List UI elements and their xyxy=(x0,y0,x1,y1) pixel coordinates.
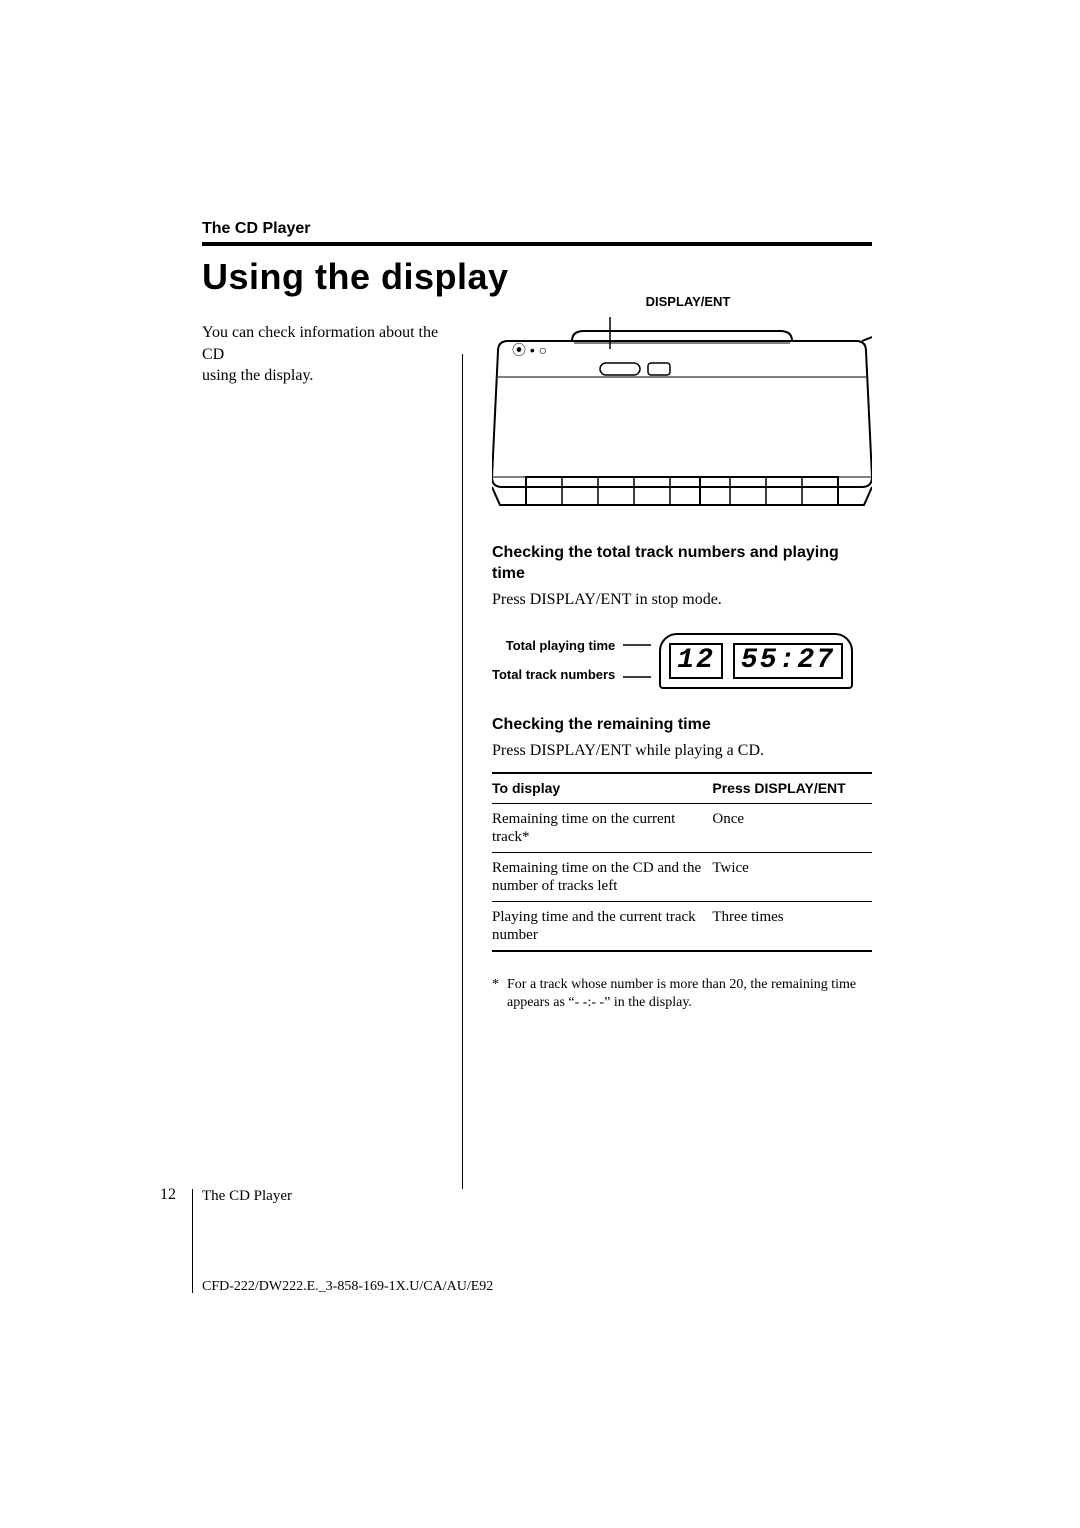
lcd-label-tracks: Total track numbers xyxy=(492,661,615,690)
lcd-label-time: Total playing time xyxy=(492,632,615,661)
td-display: Playing time and the current track numbe… xyxy=(492,908,712,944)
left-column: You can check information about the CD u… xyxy=(202,322,462,1012)
th-to-display: To display xyxy=(492,780,712,797)
lcd-value-tracks: 12 xyxy=(669,643,723,679)
section-rule xyxy=(202,242,872,246)
intro-text: You can check information about the CD u… xyxy=(202,322,462,387)
lcd-value-time: 55:27 xyxy=(733,643,843,679)
boombox-icon: ⦿ • ○ xyxy=(492,317,872,517)
body-total: Press DISPLAY/ENT in stop mode. xyxy=(492,589,872,611)
lcd-annotation: Total playing time Total track numbers 1… xyxy=(492,632,872,689)
page-content: The CD Player Using the display You can … xyxy=(202,220,872,1012)
antenna-icon: ⦿ • ○ xyxy=(512,342,547,358)
two-column-body: You can check information about the CD u… xyxy=(202,322,872,1012)
td-press: Once xyxy=(712,810,872,846)
lcd-leader-lines xyxy=(623,633,651,689)
device-caption: DISPLAY/ENT xyxy=(498,294,878,309)
section-label: The CD Player xyxy=(202,220,872,238)
device-illustration: ⦿ • ○ xyxy=(492,317,872,517)
column-divider xyxy=(462,354,463,1189)
intro-line-2: using the display. xyxy=(202,367,313,384)
subhead-remaining: Checking the remaining time xyxy=(492,715,872,736)
td-display: Remaining time on the current track* xyxy=(492,810,712,846)
table-row: Playing time and the current track numbe… xyxy=(492,902,872,950)
document-id: CFD-222/DW222.E._3-858-169-1X.U/CA/AU/E9… xyxy=(202,1279,493,1295)
display-table: To display Press DISPLAY/ENT Remaining t… xyxy=(492,772,872,952)
footnote-text: For a track whose number is more than 20… xyxy=(507,976,872,1012)
right-column: DISPLAY/ENT ⦿ • ○ xyxy=(492,322,872,1012)
table-row: Remaining time on the CD and the number … xyxy=(492,853,872,902)
td-display: Remaining time on the CD and the number … xyxy=(492,859,712,895)
lcd-labels: Total playing time Total track numbers xyxy=(492,632,615,689)
td-press: Twice xyxy=(712,859,872,895)
subhead-total-l1: Checking the total track numbers and pla… xyxy=(492,544,839,561)
footer-divider xyxy=(192,1189,193,1293)
page-number: 12 xyxy=(160,1186,176,1204)
table-head: To display Press DISPLAY/ENT xyxy=(492,774,872,804)
page-title: Using the display xyxy=(202,256,872,298)
table-row: Remaining time on the current track* Onc… xyxy=(492,804,872,853)
subhead-total: Checking the total track numbers and pla… xyxy=(492,543,872,585)
footnote-mark: * xyxy=(492,976,499,1012)
footer-section-label: The CD Player xyxy=(202,1188,292,1205)
td-press: Three times xyxy=(712,908,872,944)
footnote: * For a track whose number is more than … xyxy=(492,976,872,1012)
intro-line-1: You can check information about the CD xyxy=(202,324,438,363)
subhead-total-l2: time xyxy=(492,565,525,582)
th-press: Press DISPLAY/ENT xyxy=(712,780,872,797)
body-remaining: Press DISPLAY/ENT while playing a CD. xyxy=(492,740,872,762)
lcd-display: 12 55:27 xyxy=(659,633,853,689)
